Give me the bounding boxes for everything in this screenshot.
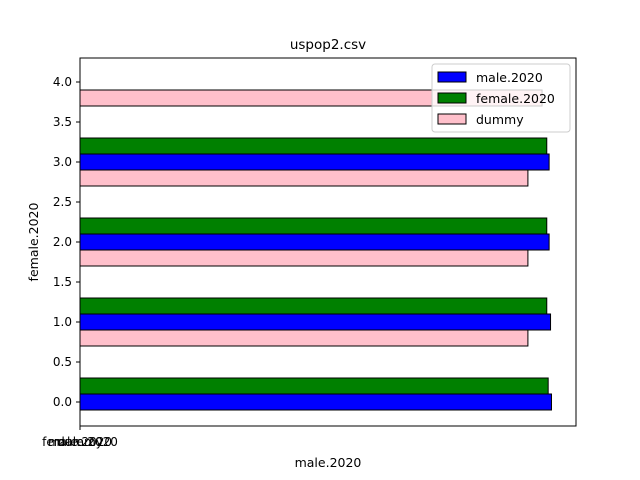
y-axis-ticks: 0.0 0.5 1.0 1.5 2.0 2.5 3.0 3.5 4.0 [53,75,80,409]
y-tick-label: 2.5 [53,195,72,209]
bar-dummy-0 [79,329,529,347]
bar-dummy-1 [79,249,529,267]
bar-male-2020-0 [79,393,552,411]
legend-swatch [437,92,467,104]
bar-female-2020-3 [79,137,548,155]
bars-layer [79,89,552,411]
y-tick-label: 3.5 [53,115,72,129]
legend: male.2020 female.2020 dummy [431,63,571,133]
y-axis-label: female.2020 [26,203,41,282]
bar-male-2020-1 [79,313,552,331]
bar-male-2020-3 [79,153,550,171]
legend-label: dummy [476,112,524,127]
bar-dummy-2 [79,169,529,187]
bar-female-2020-2 [79,217,548,235]
y-tick-label: 3.0 [53,155,72,169]
legend-swatch [437,71,467,83]
legend-swatch [437,113,467,125]
bar-female-2020-0 [79,377,549,395]
x-tick-label: male.2020 [48,435,112,449]
legend-label: female.2020 [476,91,555,106]
chart-title: uspop2.csv [290,37,366,53]
y-tick-label: 1.0 [53,315,72,329]
y-tick-label: 2.0 [53,235,72,249]
y-tick-label: 4.0 [53,75,72,89]
y-tick-label: 0.0 [53,395,72,409]
x-tick-label: dummy [57,435,103,449]
bar-male-2020-2 [79,233,550,251]
legend-label: male.2020 [476,70,543,85]
y-tick-label: 0.5 [53,355,72,369]
x-axis-label: male.2020 [295,455,362,470]
y-tick-label: 1.5 [53,275,72,289]
bar-female-2020-1 [79,297,548,315]
x-tick-label: female.2020 [42,435,118,449]
